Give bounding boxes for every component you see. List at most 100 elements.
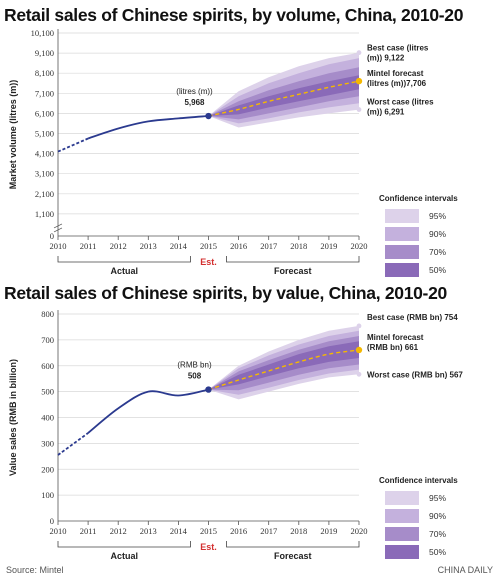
x-tick-label: 2018	[290, 526, 307, 536]
actual-line	[87, 115, 209, 140]
actual-line-early	[57, 432, 89, 456]
confidence-band-50	[208, 75, 359, 116]
x-tick-label: 2015	[200, 241, 217, 251]
y-tick-label: 0	[50, 231, 54, 241]
x-tick-label: 2011	[80, 241, 97, 251]
credit-note: CHINA DAILY	[437, 565, 493, 575]
x-tick-label: 2019	[320, 526, 337, 536]
worst-case-label-line2: (m)) 6,291	[367, 108, 405, 117]
legend-swatch	[385, 209, 419, 223]
legend-swatch	[385, 509, 419, 523]
volume-chart: 0 1,100 2,100 3,100 4,100 5,100 6,100 7,100 8,10…	[8, 28, 458, 277]
y-tick-label: 4,100	[35, 149, 54, 159]
y-tick-label: 9,100	[35, 48, 54, 58]
worst-case-label-line1: Worst case (RMB bn) 567	[367, 370, 463, 379]
legend-label: 70%	[429, 529, 446, 539]
legend-title: Confidence intervals	[379, 476, 458, 485]
y-tick-label: 700	[41, 335, 54, 345]
legend-label: 50%	[429, 265, 446, 275]
y-tick-label: 1,100	[35, 209, 54, 219]
x-tick-label: 2015	[200, 526, 217, 536]
forecast-bracket	[226, 256, 360, 263]
best-case-label-line1: Best case (RMB bn) 754	[367, 313, 458, 322]
actual-bracket	[57, 541, 191, 548]
x-tick-label: 2016	[230, 241, 247, 251]
current-point-marker	[205, 112, 212, 120]
best-case-marker	[356, 50, 362, 56]
forecast-label-line2: (RMB bn) 661	[367, 343, 419, 352]
actual-section-label: Actual	[110, 266, 138, 276]
actual-bracket	[57, 256, 191, 263]
x-tick-label: 2013	[140, 526, 157, 536]
x-tick-label: 2010	[50, 241, 67, 251]
y-tick-label: 8,100	[35, 68, 54, 78]
current-value-unit: (RMB bn)	[177, 361, 212, 370]
y-tick-label: 500	[41, 387, 54, 397]
forecast-section-label: Forecast	[274, 266, 312, 276]
best-case-marker	[356, 323, 362, 329]
y-axis-label: Market volume (litres (m))	[8, 80, 18, 190]
legend-label: 50%	[429, 547, 446, 557]
y-tick-label: 5,100	[35, 128, 54, 138]
x-tick-label: 2020	[351, 241, 368, 251]
y-tick-label: 10,100	[31, 28, 54, 38]
worst-case-label-line1: Worst case (litres	[367, 98, 434, 107]
est-section-label: Est.	[200, 542, 217, 552]
legend-label: 90%	[429, 229, 446, 239]
x-tick-label: 2016	[230, 526, 247, 536]
forecast-bracket	[226, 541, 360, 548]
worst-case-marker	[356, 107, 362, 112]
worst-case-marker	[356, 371, 362, 377]
actual-section-label: Actual	[110, 551, 138, 561]
x-tick-label: 2020	[351, 526, 368, 536]
x-tick-label: 2017	[260, 526, 277, 536]
legend-label: 70%	[429, 247, 446, 257]
y-tick-label: 400	[41, 413, 54, 423]
forecast-end-marker	[355, 77, 363, 85]
y-axis-label: Value sales (RMB in billion)	[8, 359, 18, 476]
current-value-label: 5,968	[184, 98, 205, 107]
source-note: Source: Mintel	[6, 565, 64, 575]
x-tick-label: 2013	[140, 241, 157, 251]
x-tick-label: 2010	[50, 526, 67, 536]
actual-line	[87, 388, 209, 434]
x-tick-label: 2018	[290, 241, 307, 251]
y-tick-label: 200	[41, 464, 54, 474]
x-tick-label: 2017	[260, 241, 277, 251]
axis-break-mark	[53, 223, 63, 233]
legend-title: Confidence intervals	[379, 194, 458, 203]
y-tick-label: 0	[50, 516, 54, 526]
x-tick-label: 2011	[80, 526, 97, 536]
y-tick-label: 100	[41, 490, 54, 500]
legend-swatch	[385, 227, 419, 241]
y-tick-label: 6,100	[35, 108, 54, 118]
legend-label: 95%	[429, 493, 446, 503]
x-tick-label: 2012	[110, 241, 127, 251]
forecast-label-line2: (litres (m))7,706	[367, 79, 427, 88]
legend-label: 95%	[429, 211, 446, 221]
forecast-label-line1: Mintel forecast	[367, 333, 424, 342]
legend-swatch	[385, 491, 419, 505]
confidence-band-50	[208, 341, 359, 390]
y-tick-label: 300	[41, 438, 54, 448]
y-tick-label: 3,100	[35, 169, 54, 179]
legend-swatch	[385, 245, 419, 259]
y-tick-label: 2,100	[35, 189, 54, 199]
current-value-unit: (litres (m))	[176, 87, 213, 96]
x-tick-label: 2019	[320, 241, 337, 251]
actual-line-early	[57, 137, 89, 153]
current-point-marker	[205, 386, 212, 393]
current-value-label: 508	[188, 372, 202, 381]
y-tick-label: 800	[41, 309, 54, 319]
forecast-line	[208, 80, 360, 117]
forecast-section-label: Forecast	[274, 551, 312, 561]
forecast-end-marker	[355, 346, 363, 354]
chart-title-volume: Retail sales of Chinese spirits, by volu…	[4, 5, 464, 25]
x-tick-label: 2014	[170, 241, 188, 251]
legend-swatch	[385, 545, 419, 559]
chart-title-value: Retail sales of Chinese spirits, by valu…	[4, 283, 447, 303]
y-tick-label: 7,100	[35, 88, 54, 98]
legend-label: 90%	[429, 511, 446, 521]
est-section-label: Est.	[200, 257, 217, 267]
